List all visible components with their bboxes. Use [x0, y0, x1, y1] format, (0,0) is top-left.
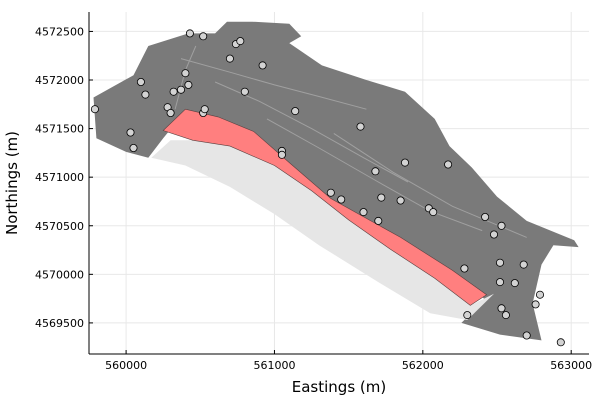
fault-zone-region [162, 108, 488, 306]
data-point [444, 160, 453, 169]
domain-region [93, 21, 579, 341]
data-point [240, 87, 249, 96]
data-point [326, 188, 335, 197]
data-point [258, 61, 267, 70]
data-point [556, 338, 565, 347]
data-point [495, 278, 504, 287]
data-point [185, 29, 194, 38]
data-point [200, 105, 209, 114]
x-tick-label: 563000 [550, 359, 592, 372]
data-point [129, 143, 138, 152]
data-point [356, 122, 365, 131]
region-layer [93, 21, 579, 341]
data-point [400, 158, 409, 167]
x-tick-label: 562000 [402, 359, 444, 372]
y-tick-label: 4571000 [35, 171, 84, 184]
data-point [90, 105, 99, 114]
data-point [510, 279, 519, 288]
y-tick-label: 4570500 [35, 220, 84, 233]
y-tick-label: 4572000 [35, 74, 84, 87]
data-point [481, 212, 490, 221]
data-point [429, 208, 438, 217]
data-point [463, 311, 472, 320]
y-tick-label: 4572500 [35, 25, 84, 38]
data-point [141, 90, 150, 99]
data-point [291, 107, 300, 116]
fault-trace [180, 58, 367, 110]
data-point [396, 196, 405, 205]
axis-layer: 560000 561000 562000 563000 4569500 4570000 45… [35, 12, 592, 372]
data-point [166, 109, 175, 118]
data-point [225, 54, 234, 63]
data-point [169, 87, 178, 96]
y-tick-label: 4571500 [35, 123, 84, 136]
data-point [236, 37, 245, 46]
fault-trace [333, 132, 527, 238]
data-point [176, 85, 185, 94]
data-point [460, 264, 469, 273]
data-point [277, 150, 286, 159]
data-point [489, 230, 498, 239]
data-point [126, 128, 135, 137]
fault-trace [266, 118, 483, 232]
data-point [337, 195, 346, 204]
x-tick-label: 561000 [253, 359, 295, 372]
data-point [536, 290, 545, 299]
data-point [371, 167, 380, 176]
data-point [374, 216, 383, 225]
data-point [181, 69, 190, 78]
data-point [184, 80, 193, 89]
data-point [495, 258, 504, 267]
data-point [497, 221, 506, 230]
data-point [522, 331, 531, 340]
y-tick-label: 4569500 [35, 317, 84, 330]
data-point [531, 300, 540, 309]
data-point [519, 260, 528, 269]
data-point [497, 304, 506, 313]
y-tick-label: 4570000 [35, 268, 84, 281]
data-point [136, 78, 145, 87]
data-point [199, 32, 208, 41]
data-point [359, 208, 368, 217]
hanging-wall-region [151, 140, 495, 320]
data-point [501, 311, 510, 320]
y-axis-label: Northings (m) [3, 131, 21, 235]
x-tick-label: 560000 [105, 359, 147, 372]
x-axis-label: Eastings (m) [292, 378, 386, 396]
point-layer [90, 29, 565, 347]
data-point [377, 193, 386, 202]
